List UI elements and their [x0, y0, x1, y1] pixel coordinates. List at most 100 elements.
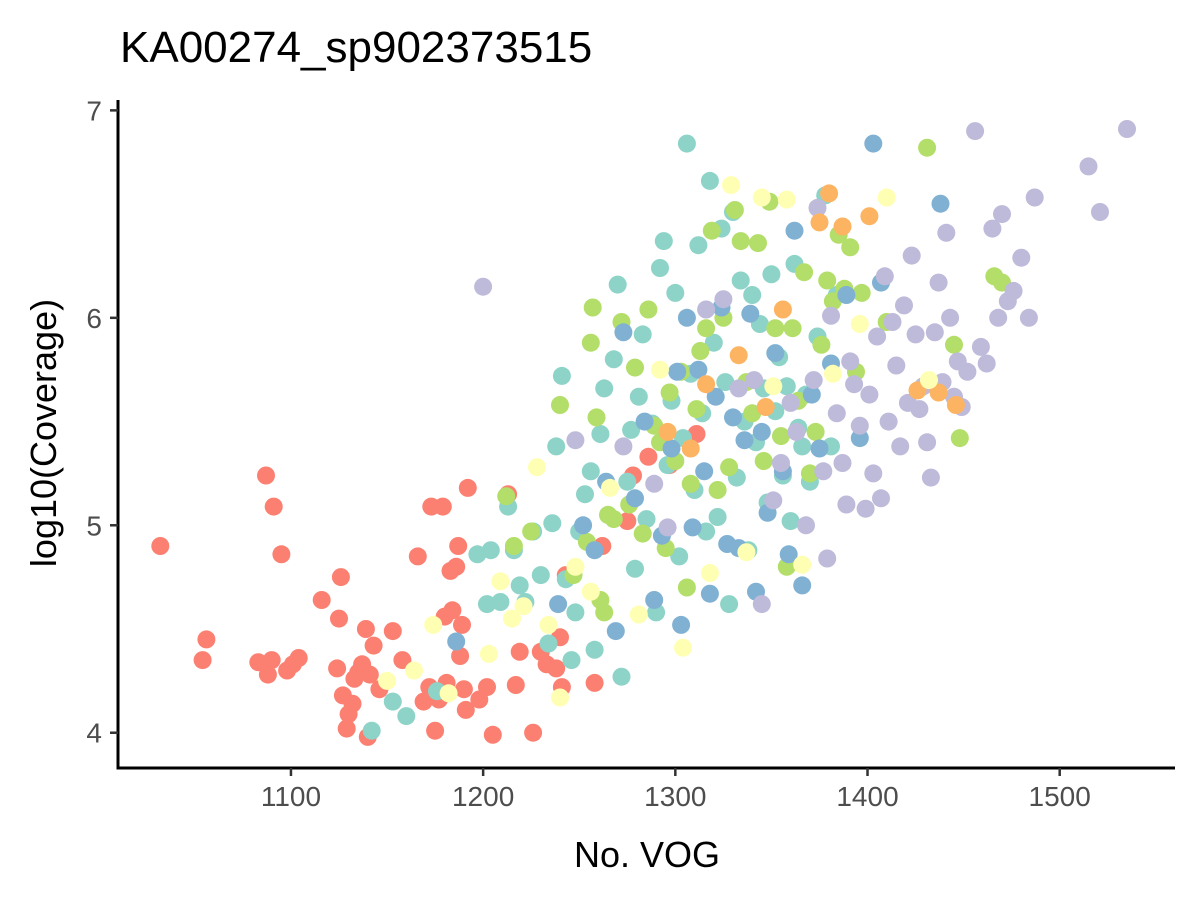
data-point [360, 665, 379, 684]
data-point [574, 516, 593, 535]
data-point [725, 201, 744, 219]
data-point [764, 377, 783, 396]
data-point [700, 171, 719, 190]
data-point [823, 292, 842, 311]
data-point [731, 271, 750, 290]
data-point [677, 308, 696, 327]
data-point [704, 333, 723, 352]
data-point [695, 462, 714, 481]
data-point [714, 290, 733, 309]
data-point [481, 541, 500, 560]
data-point [720, 458, 739, 477]
data-point [595, 379, 614, 398]
data-point [875, 267, 894, 286]
data-point [773, 300, 792, 319]
data-point [864, 134, 883, 153]
data-point [743, 404, 762, 423]
data-point [741, 304, 760, 323]
data-point [618, 472, 637, 491]
data-point [633, 325, 652, 344]
data-point [918, 433, 937, 452]
data-point [850, 416, 869, 435]
data-point [197, 630, 216, 649]
data-point [841, 238, 860, 257]
data-point [491, 593, 510, 611]
data-point [764, 491, 783, 510]
data-point [510, 642, 529, 661]
data-point [393, 651, 412, 670]
data-point [752, 595, 771, 614]
data-point [941, 308, 960, 327]
data-point [364, 636, 383, 655]
data-point [581, 582, 600, 601]
data-point [908, 381, 927, 400]
data-point [478, 595, 496, 614]
data-point [1091, 203, 1109, 221]
data-point [827, 404, 846, 423]
data-point [491, 572, 510, 591]
data-point [806, 422, 825, 441]
data-point [426, 721, 445, 740]
data-point [608, 275, 627, 294]
data-point [522, 522, 541, 541]
data-point [966, 122, 985, 141]
data-point [629, 387, 648, 406]
data-point [510, 576, 529, 595]
y-tick-label: 4 [86, 718, 102, 749]
data-point [262, 651, 281, 670]
data-point [697, 319, 716, 338]
data-point [362, 721, 381, 740]
data-point [950, 429, 969, 448]
data-point [483, 725, 502, 744]
data-point [837, 495, 856, 514]
data-point [551, 688, 569, 707]
data-point [151, 537, 170, 555]
x-axis-ticks: 1100 1200 1300 1400 1500 [261, 768, 1091, 812]
data-point [810, 213, 829, 232]
data-point [706, 387, 725, 406]
data-point [601, 478, 619, 497]
data-point [330, 609, 348, 628]
data-point [626, 559, 644, 578]
data-point [453, 615, 471, 634]
data-point [595, 603, 614, 622]
data-point [478, 678, 496, 697]
data-point [925, 323, 944, 342]
data-point [497, 487, 516, 506]
data-point [793, 576, 812, 595]
data-point [895, 296, 913, 315]
data-point [689, 236, 708, 255]
data-point [585, 640, 604, 659]
y-axis-label: log10(Coverage) [23, 299, 64, 567]
data-point [635, 412, 654, 431]
data-point [504, 537, 523, 555]
data-point [697, 522, 716, 541]
data-point [777, 190, 796, 209]
data-point [691, 342, 710, 360]
data-point [752, 188, 771, 207]
data-point [689, 360, 708, 379]
data-point [797, 516, 815, 535]
data-point [783, 319, 802, 338]
data-point [447, 557, 466, 576]
data-point [583, 298, 602, 317]
data-point [937, 223, 956, 242]
data-point [814, 462, 833, 481]
data-point [929, 273, 948, 292]
data-point [587, 408, 606, 427]
data-point [654, 232, 673, 251]
data-point [651, 259, 669, 277]
data-point [604, 350, 623, 369]
data-point [581, 333, 600, 352]
data-point [443, 601, 462, 620]
data-point [356, 620, 375, 638]
data-point [868, 327, 887, 346]
data-point [1025, 188, 1044, 207]
data-point [722, 176, 741, 195]
data-point [785, 221, 804, 240]
data-point [749, 234, 767, 253]
data-point [258, 665, 277, 684]
data-point [451, 647, 470, 665]
data-point [737, 543, 756, 562]
data-point [818, 271, 837, 290]
